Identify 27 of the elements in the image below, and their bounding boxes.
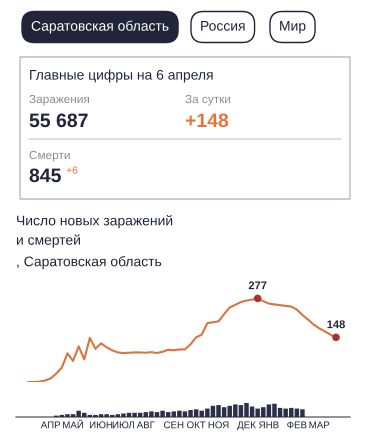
text: Смерти bbox=[30, 150, 70, 162]
x-tick-label: МАЙ bbox=[63, 419, 84, 428]
x-tick-label: ДЕК bbox=[237, 422, 256, 430]
x-tick-label: НОЯ bbox=[208, 421, 228, 428]
x-tick-label: ЯНВ bbox=[259, 422, 279, 428]
x-tick-label: ОКТ bbox=[187, 421, 206, 428]
text: Россия bbox=[201, 21, 245, 31]
text: Главные цифры на 6 апреля bbox=[30, 70, 213, 82]
x-tick-label: АПР bbox=[40, 422, 60, 428]
text: Саратовская область bbox=[32, 20, 168, 34]
x-tick-label: МАР bbox=[309, 422, 330, 428]
data-label: 148 bbox=[327, 320, 345, 328]
x-tick-label: СЕН bbox=[164, 421, 184, 428]
text: 845 bbox=[30, 168, 61, 182]
chart-subtitle: , Саратовская область bbox=[17, 256, 162, 270]
data-label: 277 bbox=[248, 281, 266, 290]
x-tick-label: АВГ bbox=[136, 422, 155, 428]
text: +148 bbox=[186, 113, 228, 128]
text: Заражения bbox=[29, 94, 89, 106]
x-tick-label: ИЮЛ bbox=[112, 421, 134, 428]
text: За сутки bbox=[185, 94, 230, 106]
text: +6 bbox=[66, 166, 78, 174]
text: 55 687 bbox=[30, 113, 88, 128]
x-tick-label: ФЕВ bbox=[287, 421, 307, 428]
chart-title: Число новых заражений и смертей bbox=[16, 215, 172, 248]
text: Мир bbox=[280, 21, 306, 34]
x-tick-label: ИЮН bbox=[90, 421, 112, 428]
